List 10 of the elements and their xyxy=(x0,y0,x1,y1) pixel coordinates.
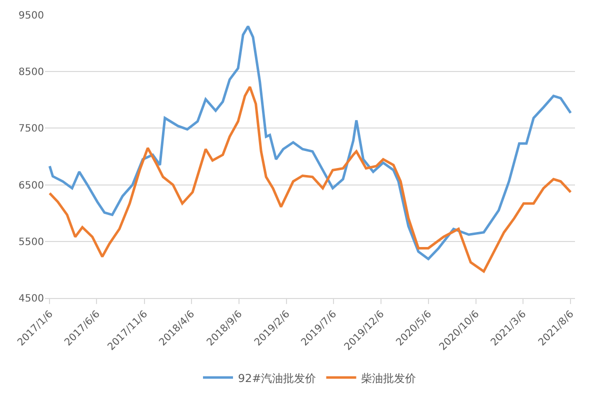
legend-label: 柴油批发价 xyxy=(361,372,416,385)
y-tick-label: 5500 xyxy=(18,236,44,248)
line-series xyxy=(48,86,572,273)
legend-label: 92#汽油批发价 xyxy=(238,372,316,385)
y-tick-label: 7500 xyxy=(18,124,44,135)
y-tick-label: 8500 xyxy=(18,67,44,78)
y-tick-label: 4500 xyxy=(18,294,44,304)
y-tick-label: 9500 xyxy=(18,10,44,22)
y-tick-label: 6500 xyxy=(18,180,44,192)
line-series xyxy=(48,25,572,260)
